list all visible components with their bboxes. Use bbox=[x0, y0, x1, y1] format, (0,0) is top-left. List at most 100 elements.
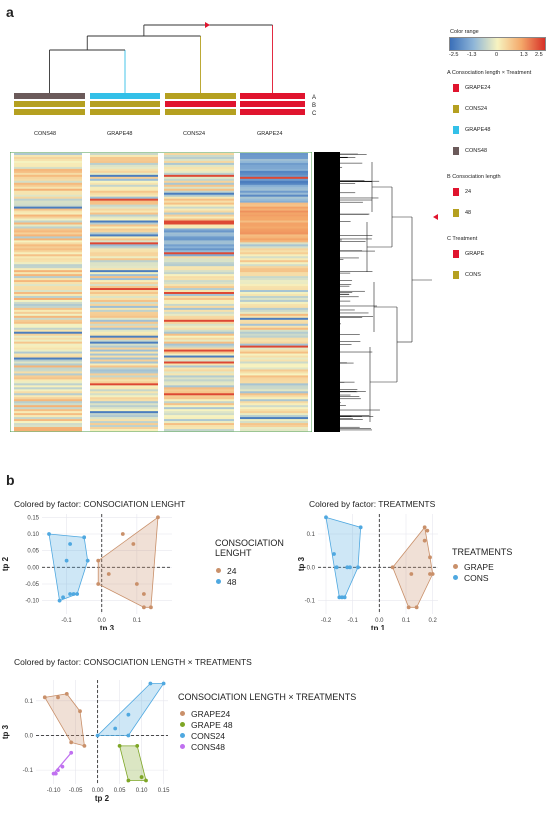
heatmap-cell bbox=[164, 411, 234, 414]
data-point bbox=[96, 558, 101, 563]
heatmap-cell bbox=[240, 272, 308, 275]
annot-label-b: B bbox=[312, 103, 317, 109]
data-point bbox=[68, 592, 73, 596]
heatmap-cell bbox=[164, 395, 234, 398]
heatmap-cell bbox=[240, 210, 308, 213]
heatmap-cell bbox=[240, 232, 308, 235]
heatmap-cell bbox=[90, 377, 158, 380]
heatmap-cell bbox=[14, 363, 82, 366]
legend-marker bbox=[180, 711, 185, 716]
data-point bbox=[69, 740, 74, 745]
heatmap-cell bbox=[240, 373, 308, 376]
heatmap-cell bbox=[164, 381, 234, 384]
heatmap-cell bbox=[14, 369, 82, 372]
heatmap-cell bbox=[14, 166, 82, 170]
heatmap-cell bbox=[240, 381, 308, 384]
heatmap-cell bbox=[90, 176, 158, 180]
legend-label: CONS48 bbox=[465, 148, 488, 154]
y-tick-label: 0.10 bbox=[27, 532, 39, 538]
heatmap-cell bbox=[90, 186, 158, 190]
y-axis-label: tp 3 bbox=[297, 556, 306, 571]
heatmap-cell bbox=[90, 423, 158, 426]
heatmap-cell bbox=[14, 180, 82, 184]
heatmap-cell bbox=[164, 417, 234, 420]
heatmap-cell bbox=[164, 178, 234, 182]
heatmap-cell bbox=[240, 391, 308, 394]
color-tick: 0 bbox=[495, 52, 499, 58]
heatmap-cell bbox=[14, 250, 82, 253]
heatmap-cell bbox=[90, 407, 158, 410]
legend-item: CONS48 bbox=[453, 147, 550, 155]
legend-swatch bbox=[453, 126, 459, 134]
heatmap-cell bbox=[14, 407, 82, 410]
data-point bbox=[149, 605, 153, 610]
heatmap-cell bbox=[164, 166, 234, 170]
heatmap-cell bbox=[240, 196, 308, 199]
heatmap-cell bbox=[90, 162, 158, 166]
heatmap-cell bbox=[90, 395, 158, 398]
heatmap-cell bbox=[164, 341, 234, 344]
heatmap-cell bbox=[164, 290, 234, 293]
data-point bbox=[42, 695, 47, 700]
heatmap-cell bbox=[240, 268, 308, 271]
heatmap-cell bbox=[164, 325, 234, 329]
plot3-legend-title: CONSOCIATION LENGTH × TREATMENTS bbox=[178, 692, 357, 702]
heatmap-cell bbox=[164, 335, 234, 338]
heatmap-cell bbox=[14, 317, 82, 321]
data-point bbox=[356, 565, 360, 570]
data-point bbox=[428, 555, 432, 560]
heatmap-cell bbox=[14, 216, 82, 219]
heatmap-cell bbox=[240, 293, 308, 297]
heatmap-cell bbox=[164, 415, 234, 418]
heatmap-cell bbox=[90, 218, 158, 221]
heatmap-cell bbox=[90, 158, 158, 162]
heatmap-cell bbox=[240, 419, 308, 422]
heatmap-cell bbox=[164, 292, 234, 295]
heatmap-cell bbox=[14, 244, 82, 247]
heatmap-cell bbox=[90, 168, 158, 172]
legend-label: 24 bbox=[465, 189, 472, 195]
heatmap-cell bbox=[240, 284, 308, 287]
heatmap-cell bbox=[90, 292, 158, 295]
heatmap-cell bbox=[164, 266, 234, 269]
heatmap-cell bbox=[240, 280, 308, 283]
heatmap-cell bbox=[90, 359, 158, 362]
heatmap-cell bbox=[90, 232, 158, 235]
plot1-legend: 24 48 bbox=[216, 565, 236, 587]
heatmap-cell bbox=[240, 333, 308, 336]
color-range-title: Color range bbox=[450, 29, 479, 35]
heatmap-cell bbox=[164, 270, 234, 273]
heatmap-cell bbox=[90, 331, 158, 334]
heatmap-cell bbox=[240, 351, 308, 354]
heatmap-cell bbox=[240, 192, 308, 195]
heatmap-cell bbox=[90, 351, 158, 354]
heatmap-cell bbox=[240, 425, 308, 428]
heatmap-cell bbox=[90, 357, 158, 360]
annotation-bar bbox=[14, 101, 85, 107]
legend-label: GRAPE24 bbox=[465, 85, 491, 91]
heatmap-cell bbox=[90, 154, 158, 158]
heatmap-cell bbox=[14, 153, 82, 156]
x-axis-label: tp 2 bbox=[95, 794, 110, 803]
plot2-legend: GRAPE CONS bbox=[453, 561, 494, 583]
heatmap-cell bbox=[90, 389, 158, 392]
heatmap-cell bbox=[240, 154, 308, 158]
heatmap-cell bbox=[240, 395, 308, 398]
heatmap-cell bbox=[90, 278, 158, 281]
heatmap-cell bbox=[240, 361, 308, 364]
data-point bbox=[135, 743, 140, 748]
heatmap-cell bbox=[240, 156, 308, 160]
heatmap-cell bbox=[240, 413, 308, 416]
legend-swatch bbox=[453, 105, 459, 113]
heatmap-cell bbox=[90, 301, 158, 305]
legend-marker bbox=[453, 575, 458, 580]
heatmap-cell bbox=[14, 309, 82, 313]
annotation-bar bbox=[240, 109, 305, 115]
heatmap-cell bbox=[14, 248, 82, 251]
heatmap-cell bbox=[14, 429, 82, 432]
heatmap-cell bbox=[90, 293, 158, 297]
data-point bbox=[406, 605, 411, 610]
heatmap-cell bbox=[90, 276, 158, 279]
heatmap-cell bbox=[240, 288, 308, 291]
heatmap-cell bbox=[14, 393, 82, 396]
